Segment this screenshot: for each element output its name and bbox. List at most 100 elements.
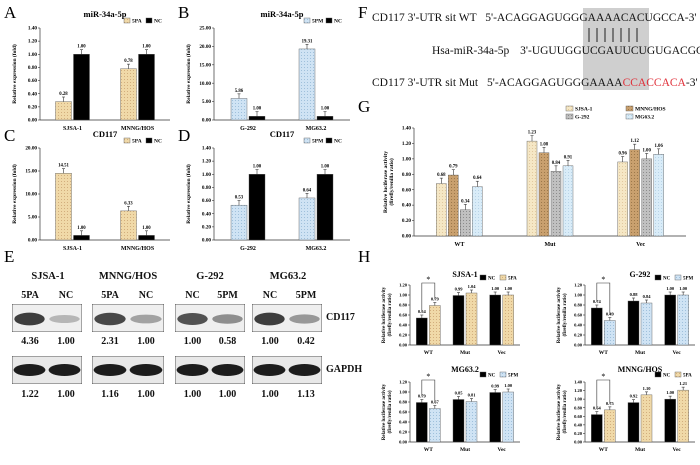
bar [664, 294, 676, 346]
data-label: 1.00 [142, 45, 151, 50]
blot-gapdh-1 [12, 356, 82, 384]
chart-title: CD117 [93, 129, 118, 139]
y-tick-label: 25.00 [199, 26, 211, 32]
data-label: 1.21 [679, 381, 688, 386]
bar [538, 152, 550, 237]
legend-swatch [674, 371, 682, 378]
y-tick-label: 0.80 [399, 400, 408, 405]
panel-letter-b: B [178, 3, 189, 22]
data-label: 0.64 [303, 188, 312, 193]
bar [248, 116, 266, 121]
chart-title: G-292 [630, 270, 651, 279]
legend-label: NC [488, 374, 496, 379]
y-tick-label: 1.40 [202, 146, 211, 152]
y-tick-label: 0.40 [202, 211, 211, 217]
y-tick-label: 0.80 [574, 303, 583, 308]
data-label: 0.67 [431, 400, 440, 405]
bar [604, 409, 616, 443]
y-tick-label: 0.80 [402, 172, 411, 178]
data-label: 0.99 [491, 384, 500, 389]
data-label: 1.12 [630, 139, 639, 144]
data-label: 0.84 [552, 161, 561, 166]
significance-bracket [421, 282, 436, 312]
bar [502, 294, 514, 346]
bar [230, 204, 248, 241]
legend-label: 5PA [683, 374, 692, 379]
pairing-lines [588, 28, 638, 42]
legend-label: NC [488, 277, 496, 282]
seed-highlight-box [583, 8, 649, 90]
legend-label: G-292 [575, 115, 590, 121]
y-tick-label: 1.20 [399, 283, 408, 288]
bar [73, 54, 90, 121]
significance-bracket [596, 379, 611, 409]
legend-label: NC [334, 139, 342, 145]
data-label: 1.00 [253, 165, 262, 170]
chart-h1: SJSA-1 0.00 0.20 0.40 0.60 0.80 1.00 1.20 Relati… [382, 270, 520, 356]
gapdh-quant: 1.00 [218, 389, 237, 400]
data-label: 0.54 [418, 309, 427, 314]
blot-cd117-2 [92, 304, 164, 332]
y-tick-label: 1.00 [574, 397, 583, 402]
x-category-label: Vec [636, 242, 645, 248]
y-tick-label: 5.00 [28, 215, 37, 221]
x-category-label: Mut [635, 350, 645, 356]
data-label: 14.51 [58, 164, 69, 169]
x-category-label: MNNG/HOS [121, 126, 155, 132]
data-label: 1.00 [321, 107, 330, 112]
data-label: 0.92 [630, 394, 639, 399]
y-tick-label: 1.20 [402, 141, 411, 147]
significance-star: * [601, 275, 605, 284]
cd117-quant: 1.00 [137, 336, 155, 347]
blot-title-3: G-292 [196, 271, 224, 282]
x-category-label: MG63.2 [306, 246, 327, 252]
data-label: 5.86 [235, 89, 244, 94]
y-tick-label: 1.00 [574, 293, 583, 298]
significance-star: * [426, 372, 430, 381]
legend-swatch [303, 17, 311, 24]
x-category-label: SJSA-1 [63, 246, 82, 252]
legend-label: NC [154, 139, 162, 145]
chart-title: SJSA-1 [452, 270, 477, 279]
bar [664, 398, 676, 443]
legend-label: 5PM [312, 19, 324, 25]
bar [653, 154, 664, 237]
bar [298, 48, 316, 121]
data-label: 0.96 [618, 152, 627, 157]
y-tick-label: 1.00 [28, 52, 37, 58]
y-tick-label: 0.00 [202, 118, 211, 124]
y-tick-label: 0.00 [399, 440, 408, 445]
legend-swatch [303, 137, 311, 144]
bar [550, 170, 562, 237]
y-tick-label: 0.20 [28, 104, 37, 110]
x-category-label: Vec [497, 447, 506, 453]
seq-mut-red: CCACCACA [622, 77, 686, 89]
data-label: 0.49 [606, 312, 615, 317]
y-tick-label: 0.80 [28, 65, 37, 71]
legend-label: NC [154, 19, 162, 25]
bar [298, 197, 316, 241]
legend-swatch [625, 105, 634, 112]
data-label: 0.79 [418, 394, 427, 399]
panel-letter-d: D [178, 126, 190, 145]
y-tick-label: 1.00 [402, 156, 411, 162]
bar [138, 235, 155, 241]
chart-title: MNNG/HOS [618, 365, 663, 374]
data-label: 1.06 [654, 144, 663, 149]
blot-gapdh-4 [252, 356, 322, 384]
chart-title: miR-34a-5p [84, 9, 127, 19]
x-category-label: G-292 [240, 126, 256, 132]
legend-label: 5PM [683, 277, 694, 282]
data-label: 0.88 [630, 292, 639, 297]
legend-label: 5PA [508, 277, 517, 282]
y-tick-label: 0.60 [574, 414, 583, 419]
y-tick-label: 1.20 [574, 283, 583, 288]
seq-row-mut: CD117 3'-UTR sit Mut 5'-ACAGGAGUGGGAAAAC… [372, 77, 698, 89]
significance-star: * [601, 372, 605, 381]
legend-label: MNNG/HOS [635, 107, 666, 113]
data-label: 1.04 [468, 284, 477, 289]
bar [73, 235, 90, 241]
bar [416, 317, 428, 346]
y-tick-label: 10.00 [25, 192, 37, 198]
